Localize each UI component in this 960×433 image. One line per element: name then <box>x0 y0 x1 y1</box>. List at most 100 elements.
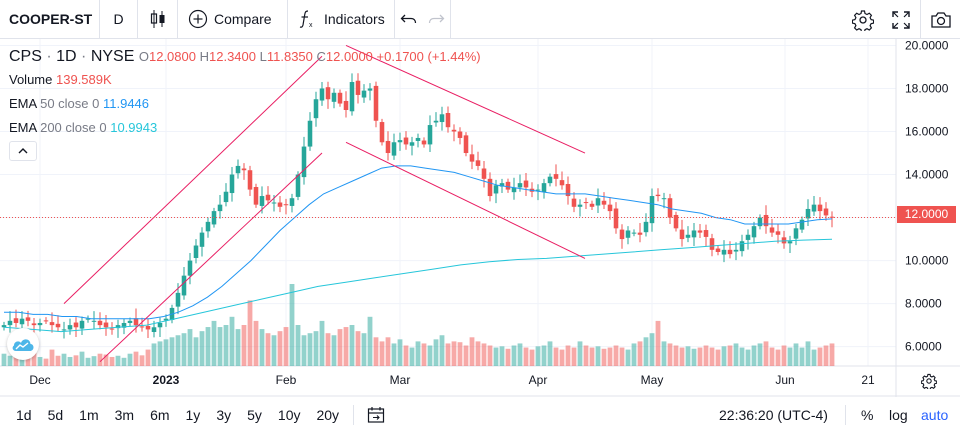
volume-bar <box>577 341 583 366</box>
gear-small-icon <box>921 373 937 389</box>
range-1y-button[interactable]: 1y <box>185 407 201 423</box>
volume-bar <box>445 343 451 366</box>
symbol-search-button[interactable]: COOPER-ST <box>0 0 100 39</box>
trendline <box>345 141 586 259</box>
settings-button[interactable] <box>844 0 882 39</box>
axis-settings-button[interactable] <box>919 372 939 390</box>
percent-scale-toggle[interactable]: % <box>861 407 874 423</box>
compare-button[interactable]: Compare <box>178 0 288 39</box>
interval-button[interactable]: D <box>100 0 138 39</box>
candle-body <box>205 221 211 232</box>
trendline <box>99 152 323 363</box>
volume-bar <box>169 337 175 366</box>
volume-bar <box>163 339 169 366</box>
timezone-clock[interactable]: 22:36:20 (UTC-4) <box>719 407 828 423</box>
candle-body <box>595 198 601 206</box>
y-tick-label: 18.0000 <box>905 81 949 95</box>
candle-body <box>727 249 733 255</box>
open-value: 12.0800 <box>148 49 196 64</box>
candle-body <box>127 320 133 323</box>
candle-body <box>289 198 295 206</box>
volume-bar <box>25 354 31 366</box>
candle-body <box>511 187 517 193</box>
redo-icon[interactable] <box>427 11 445 27</box>
volume-bar <box>241 325 247 366</box>
volume-bar <box>709 347 715 366</box>
range-1m-button[interactable]: 1m <box>79 407 99 423</box>
high-label: H <box>199 49 209 64</box>
range-5y-button[interactable]: 5y <box>247 407 262 423</box>
candle-body <box>541 183 547 193</box>
candle-body <box>481 168 487 179</box>
tradingview-logo[interactable] <box>7 328 39 360</box>
range-1d-button[interactable]: 1d <box>16 407 32 423</box>
snapshot-button[interactable] <box>920 0 960 39</box>
volume-bar <box>289 284 295 366</box>
legend-ema50-row[interactable]: EMA 50 close 0 11.9446 <box>9 92 481 116</box>
volume-bar <box>193 337 199 366</box>
volume-bar <box>523 347 529 366</box>
candle-body <box>109 328 115 330</box>
volume-bar <box>661 341 667 366</box>
ema200-value: 10.9943 <box>110 120 158 135</box>
candle-body <box>307 120 313 147</box>
candle-body <box>811 204 817 212</box>
volume-bar <box>211 320 217 366</box>
range-10y-button[interactable]: 10y <box>277 407 301 423</box>
legend-collapse-button[interactable] <box>9 141 37 161</box>
volume-bar <box>109 356 115 366</box>
volume-bar <box>85 357 91 366</box>
volume-bar <box>43 358 49 366</box>
chevron-up-icon <box>18 148 28 154</box>
candle-body <box>637 232 643 235</box>
volume-bar <box>295 325 301 366</box>
range-3y-button[interactable]: 3y <box>216 407 232 423</box>
volume-bar <box>421 343 427 366</box>
volume-bar <box>667 343 673 366</box>
volume-bar <box>463 345 469 366</box>
bottom-separator <box>845 405 846 425</box>
candle-body <box>55 323 61 328</box>
date-range-group: 1d 5d 1m 3m 6m 1y 3y 5y 10y 20y <box>0 400 347 430</box>
candle-body <box>355 80 361 95</box>
trendline <box>345 44 586 154</box>
candle-body <box>193 245 199 259</box>
candle-body <box>523 180 529 188</box>
volume-bar <box>829 343 835 366</box>
volume-bar <box>229 316 235 366</box>
candle-body <box>589 203 595 207</box>
range-3m-button[interactable]: 3m <box>114 407 135 423</box>
range-20y-button[interactable]: 20y <box>316 407 340 423</box>
volume-bar <box>55 355 61 366</box>
candle-body <box>235 165 241 174</box>
range-5d-button[interactable]: 5d <box>47 407 64 423</box>
indicators-button[interactable]: x Indicators <box>288 0 395 39</box>
fullscreen-button[interactable] <box>882 0 920 39</box>
legend-ema200-row[interactable]: EMA 200 close 0 10.9943 <box>9 116 481 140</box>
candle-body <box>361 90 367 98</box>
candle-body <box>763 214 769 227</box>
candle-body <box>331 92 337 102</box>
volume-bar <box>283 327 289 366</box>
chart-type-button[interactable] <box>138 0 178 39</box>
price-chart[interactable]: 20.0000 18.0000 16.0000 14.0000 12.0000 10.00… <box>0 39 960 397</box>
indicators-label: Indicators <box>324 11 385 27</box>
volume-bar <box>613 345 619 366</box>
go-to-date-button[interactable] <box>360 406 392 424</box>
volume-bar <box>19 357 25 366</box>
ema200-params: 200 close 0 <box>40 120 107 135</box>
candle-body <box>673 214 679 229</box>
volume-bar <box>607 347 613 366</box>
volume-bar <box>91 356 97 366</box>
candle-body <box>139 326 145 328</box>
volume-bar <box>685 346 691 366</box>
candle-body <box>151 327 157 333</box>
candle-body <box>229 174 235 194</box>
legend-volume-row[interactable]: Volume 139.589K <box>9 68 481 92</box>
range-6m-button[interactable]: 6m <box>150 407 170 423</box>
undo-icon[interactable] <box>400 11 418 27</box>
log-scale-toggle[interactable]: log <box>889 407 908 423</box>
volume-bar <box>691 348 697 366</box>
volume-bar <box>481 343 487 366</box>
auto-scale-toggle[interactable]: auto <box>921 407 949 423</box>
